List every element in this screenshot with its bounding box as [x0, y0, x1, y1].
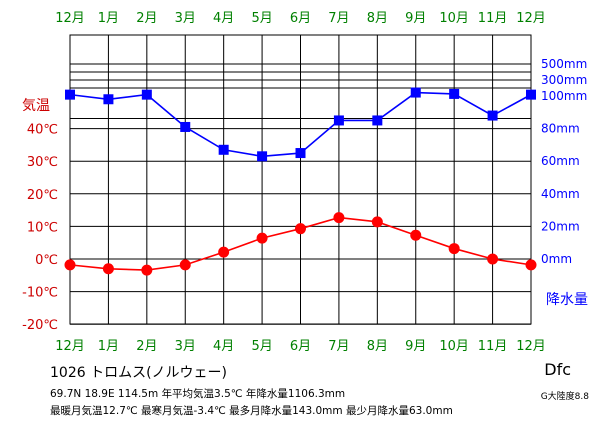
precipitation-point — [410, 87, 421, 98]
precipitation-point — [257, 151, 268, 162]
top-month-axis: 12月 1月 2月 3月 4月 5月 6月 7月 8月 9月 10月 11月 12月 — [55, 11, 546, 26]
month-label-bottom: 8月 — [367, 339, 388, 354]
month-label-bottom: 12月 — [516, 339, 546, 354]
precipitation-tick: 300mm — [541, 73, 587, 87]
bottom-month-axis: 12月 1月 2月 3月 4月 5月 6月 7月 8月 9月 10月 11月 12月 — [55, 339, 546, 354]
precipitation-tick: 80mm — [541, 122, 580, 136]
month-label-top: 12月 — [55, 11, 85, 26]
month-label-bottom: 2月 — [136, 339, 157, 354]
month-label-bottom: 10月 — [439, 339, 469, 354]
month-label-bottom: 4月 — [213, 339, 234, 354]
temperature-point — [295, 223, 306, 235]
temperature-point — [487, 253, 499, 265]
station-summary: 69.7N 18.9E 114.5m 年平均気温3.5℃ 年降水量1106.3m… — [50, 386, 345, 401]
month-label-bottom: 12月 — [55, 339, 85, 354]
precipitation-point — [487, 110, 498, 121]
precipitation-tick: 500mm — [541, 57, 587, 71]
precipitation-point — [333, 115, 344, 126]
temperature-point — [525, 259, 537, 271]
climate-classification: Dfc — [544, 360, 571, 379]
precipitation-tick: 0mm — [541, 252, 572, 266]
precipitation-axis-label: 降水量 — [546, 292, 588, 308]
precipitation-point — [449, 88, 460, 99]
month-label-top: 2月 — [136, 11, 157, 26]
station-extremes: 最暖月気温12.7℃ 最寒月気温-3.4℃ 最多月降水量143.0mm 最少月降… — [50, 405, 453, 417]
temperature-point — [333, 212, 345, 224]
precipitation-point — [526, 89, 536, 100]
annual-precipitation: 年降水量1106.3mm — [245, 388, 346, 400]
temperature-axis: 気温 40℃ 30℃ 20℃ 10℃ 0℃ -10℃ -20℃ — [22, 98, 58, 333]
precipitation-tick: 40mm — [541, 187, 580, 201]
precipitation-point — [218, 144, 229, 155]
precipitation-point — [180, 121, 191, 132]
month-label-bottom: 5月 — [251, 339, 272, 354]
month-label-top: 10月 — [439, 11, 469, 26]
precipitation-point — [372, 115, 383, 126]
precipitation-series — [65, 87, 536, 162]
precipitation-point — [295, 148, 306, 159]
station-coordinates: 69.7N 18.9E 114.5m — [50, 388, 159, 400]
month-label-top: 1月 — [98, 11, 119, 26]
temperature-point — [102, 263, 114, 275]
month-label-bottom: 7月 — [328, 339, 349, 354]
temperature-tick: 10℃ — [27, 220, 58, 235]
temperature-tick: -10℃ — [22, 286, 58, 301]
month-label-bottom: 1月 — [98, 339, 119, 354]
temperature-point — [141, 264, 153, 276]
temperature-series — [64, 212, 537, 276]
chart-grid — [69, 34, 532, 325]
month-label-top: 8月 — [367, 11, 388, 26]
temperature-point — [218, 246, 230, 258]
temperature-point — [410, 229, 422, 241]
precipitation-point — [65, 89, 75, 100]
temperature-tick: 30℃ — [27, 155, 58, 170]
temperature-tick: 20℃ — [27, 188, 58, 203]
precipitation-tick: 20mm — [541, 219, 580, 233]
annual-mean-temperature: 年平均気温3.5℃ — [161, 388, 243, 400]
month-label-top: 4月 — [213, 11, 234, 26]
continentality-index: G大陸度8.8 — [540, 392, 589, 402]
month-label-bottom: 9月 — [405, 339, 426, 354]
station-name: 1026 トロムス(ノルウェー) — [50, 365, 228, 381]
month-label-top: 12月 — [516, 11, 546, 26]
temperature-tick: 0℃ — [35, 253, 58, 268]
precipitation-point — [141, 89, 152, 100]
temperature-tick: -20℃ — [22, 318, 58, 333]
precipitation-tick: 100mm — [541, 89, 587, 103]
precipitation-point — [103, 94, 114, 105]
temperature-point — [371, 216, 383, 228]
temperature-point — [179, 259, 191, 271]
month-label-bottom: 11月 — [478, 339, 508, 354]
precipitation-tick: 60mm — [541, 154, 580, 168]
temperature-point — [448, 243, 460, 255]
precipitation-axis: 500mm 300mm 100mm 80mm 60mm 40mm 20mm 0mm 降水量 — [541, 57, 588, 308]
month-label-top: 11月 — [478, 11, 508, 26]
temperature-point — [256, 232, 268, 244]
month-label-top: 5月 — [251, 11, 272, 26]
month-label-bottom: 3月 — [175, 339, 196, 354]
month-label-top: 9月 — [405, 11, 426, 26]
month-label-top: 6月 — [290, 11, 311, 26]
temperature-tick: 40℃ — [27, 123, 58, 138]
temperature-point — [64, 259, 76, 271]
month-label-top: 3月 — [175, 11, 196, 26]
month-label-bottom: 6月 — [290, 339, 311, 354]
month-label-top: 7月 — [328, 11, 349, 26]
temperature-axis-label: 気温 — [22, 98, 50, 114]
